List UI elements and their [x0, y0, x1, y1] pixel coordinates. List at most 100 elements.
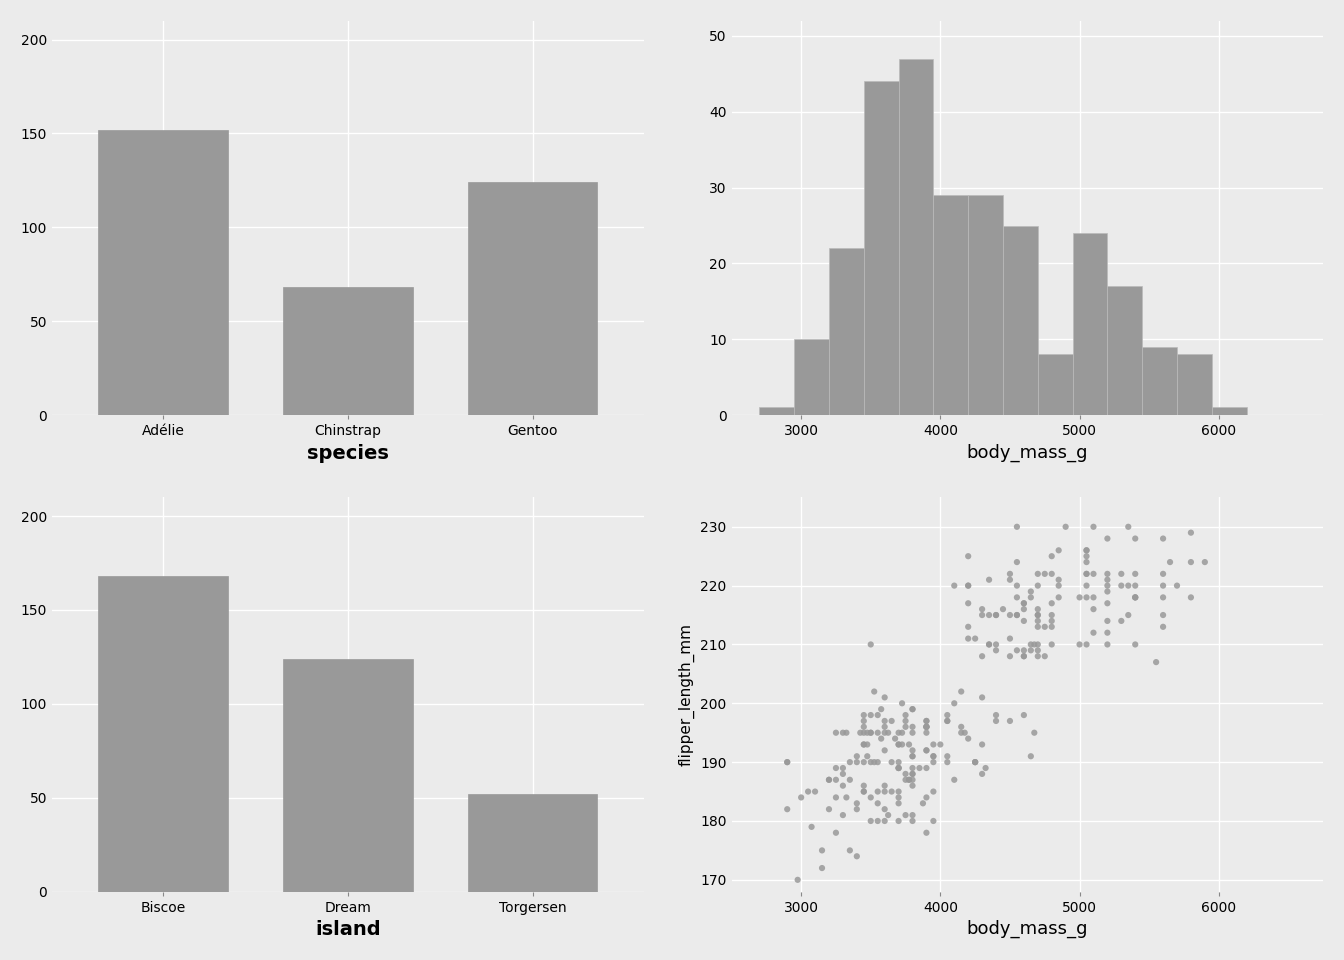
Point — [860, 725, 882, 740]
Point — [863, 684, 884, 699]
Point — [985, 636, 1007, 652]
Point — [853, 725, 875, 740]
Point — [1020, 642, 1042, 658]
Bar — [1073, 233, 1107, 415]
Point — [978, 636, 1000, 652]
Point — [880, 755, 902, 770]
Bar — [1142, 347, 1177, 415]
Point — [1193, 555, 1215, 570]
Point — [836, 725, 857, 740]
Point — [853, 784, 875, 800]
Point — [972, 766, 993, 781]
Point — [915, 743, 937, 758]
Point — [1007, 642, 1028, 658]
Point — [922, 749, 943, 764]
Point — [930, 737, 952, 753]
Point — [891, 696, 913, 711]
Point — [867, 755, 888, 770]
Point — [874, 689, 895, 705]
Point — [880, 713, 902, 729]
Point — [1042, 636, 1063, 652]
Bar — [1107, 286, 1142, 415]
Point — [867, 813, 888, 828]
Point — [1075, 589, 1097, 605]
Point — [913, 796, 934, 811]
Point — [1152, 578, 1173, 593]
Point — [1048, 589, 1070, 605]
Bar — [1212, 407, 1247, 415]
Point — [884, 731, 906, 746]
Point — [902, 702, 923, 717]
Point — [832, 778, 853, 793]
Point — [895, 772, 917, 787]
Point — [878, 725, 899, 740]
Point — [1020, 584, 1042, 599]
Point — [1125, 589, 1146, 605]
Point — [1042, 613, 1063, 629]
Point — [1055, 519, 1077, 535]
Point — [1152, 566, 1173, 582]
Point — [871, 702, 892, 717]
Point — [1042, 548, 1063, 564]
Point — [965, 755, 986, 770]
Point — [839, 843, 860, 858]
Point — [832, 807, 853, 823]
Point — [937, 713, 958, 729]
Point — [957, 619, 978, 635]
Point — [853, 755, 875, 770]
Point — [1125, 566, 1146, 582]
Point — [999, 608, 1020, 623]
Point — [972, 689, 993, 705]
Point — [972, 608, 993, 623]
Point — [891, 725, 913, 740]
Point — [1097, 625, 1118, 640]
Point — [895, 708, 917, 723]
Point — [937, 708, 958, 723]
Point — [874, 743, 895, 758]
Point — [1048, 542, 1070, 558]
Point — [818, 802, 840, 817]
Point — [922, 737, 943, 753]
Point — [1075, 542, 1097, 558]
Point — [985, 708, 1007, 723]
Point — [804, 784, 825, 800]
Point — [1020, 636, 1042, 652]
Point — [1075, 542, 1097, 558]
Point — [950, 684, 972, 699]
Point — [985, 642, 1007, 658]
Point — [915, 825, 937, 840]
Point — [801, 819, 823, 834]
Point — [1075, 566, 1097, 582]
Point — [853, 737, 875, 753]
Point — [909, 760, 930, 776]
Point — [902, 719, 923, 734]
Point — [860, 813, 882, 828]
Point — [1027, 608, 1048, 623]
Point — [1007, 555, 1028, 570]
Point — [853, 778, 875, 793]
Point — [839, 772, 860, 787]
Point — [1110, 578, 1132, 593]
Point — [832, 725, 853, 740]
Point — [902, 725, 923, 740]
Point — [888, 796, 910, 811]
Point — [1097, 572, 1118, 588]
Bar — [794, 339, 829, 415]
X-axis label: body_mass_g: body_mass_g — [966, 444, 1089, 462]
Point — [888, 737, 910, 753]
Point — [902, 760, 923, 776]
Bar — [899, 59, 933, 415]
Bar — [829, 249, 864, 415]
Point — [915, 790, 937, 805]
Point — [888, 737, 910, 753]
Point — [1027, 619, 1048, 635]
Point — [874, 784, 895, 800]
Point — [1167, 578, 1188, 593]
Bar — [468, 794, 598, 892]
Point — [860, 708, 882, 723]
Point — [1152, 531, 1173, 546]
Point — [1034, 566, 1055, 582]
Point — [937, 749, 958, 764]
Point — [992, 602, 1013, 617]
Point — [943, 772, 965, 787]
